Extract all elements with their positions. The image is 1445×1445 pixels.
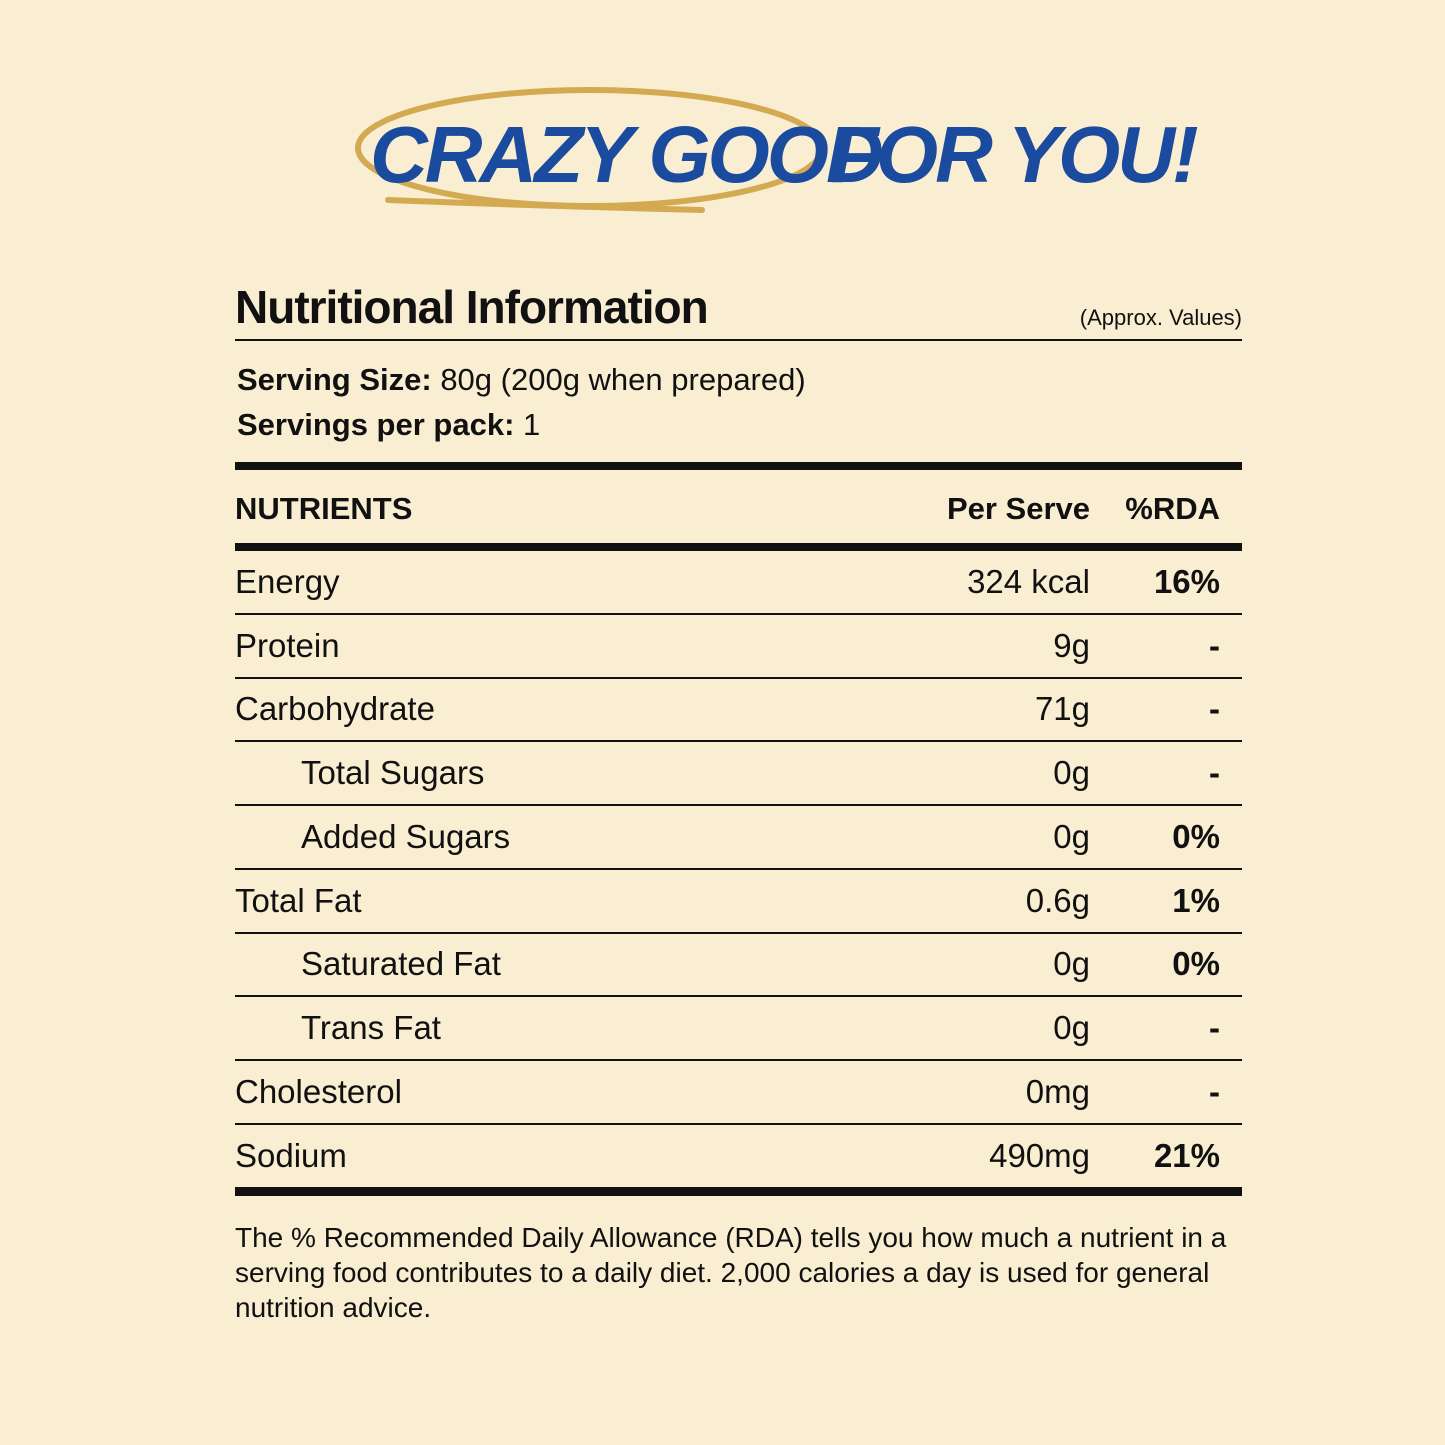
serving-size-label: Serving Size: bbox=[237, 362, 432, 397]
nutrient-name: Sodium bbox=[235, 1137, 347, 1175]
table-row: Protein 9g - bbox=[235, 615, 1242, 679]
nutrient-name: Added Sugars bbox=[301, 817, 511, 855]
headline: CRAZY GOOD FOR YOU! bbox=[355, 87, 1201, 213]
servings: Servings per pack: 1 bbox=[237, 407, 540, 443]
nutrient-name: Protein bbox=[235, 626, 340, 664]
per-serve: 0g bbox=[1053, 945, 1090, 983]
nutrient-name: Energy bbox=[235, 563, 340, 600]
serving-size-value: 80g (200g when prepared) bbox=[440, 362, 806, 397]
thick-divider bbox=[235, 462, 1242, 470]
footnote: The % Recommended Daily Allowance (RDA) … bbox=[235, 1222, 1227, 1323]
headline-highlight: CRAZY GOOD bbox=[370, 110, 882, 199]
per-serve: 0g bbox=[1053, 1008, 1090, 1046]
rda: 0% bbox=[1172, 817, 1220, 855]
table-row: Energy 324 kcal 16% bbox=[235, 551, 1242, 615]
label-note: (Approx. Values) bbox=[1079, 305, 1242, 330]
column-header: NUTRIENTS bbox=[235, 490, 413, 526]
nutrient-name: Trans Fat bbox=[301, 1008, 441, 1046]
rda: 16% bbox=[1153, 563, 1220, 600]
servings-label: Servings per pack: bbox=[237, 407, 515, 442]
table-header: NUTRIENTS Per Serve %RDA bbox=[235, 470, 1242, 547]
rda: 21% bbox=[1153, 1137, 1220, 1175]
rda: 0% bbox=[1172, 945, 1220, 983]
per-serve: 9g bbox=[1053, 626, 1090, 664]
nutrient-name: Carbohydrate bbox=[235, 690, 435, 728]
per-serve: 490mg bbox=[989, 1137, 1090, 1175]
per-serve: 0.6g bbox=[1025, 881, 1090, 919]
table-row: Saturated Fat 0g 0% bbox=[235, 933, 1242, 998]
table-row: Total Fat 0.6g 1% bbox=[235, 870, 1242, 934]
servings-value: 1 bbox=[523, 407, 541, 442]
serving-size: Serving Size: 80g (200g when prepared) bbox=[237, 362, 806, 398]
rda: - bbox=[1209, 1008, 1220, 1046]
table-row: Cholesterol 0mg - bbox=[235, 1061, 1242, 1125]
rda: - bbox=[1209, 626, 1220, 664]
nutrient-name: Saturated Fat bbox=[301, 945, 501, 983]
thick-divider bbox=[235, 543, 1242, 551]
table-row: Carbohydrate 71g - bbox=[235, 678, 1242, 743]
nutrient-name: Total Fat bbox=[235, 881, 362, 919]
thick-divider bbox=[235, 1187, 1242, 1196]
table-row: Added Sugars 0g 0% bbox=[235, 806, 1242, 870]
rda: - bbox=[1209, 1072, 1220, 1110]
per-serve: 71g bbox=[1034, 690, 1090, 728]
table-row: Sodium 490mg 21% bbox=[235, 1124, 1242, 1188]
highlight-underline bbox=[385, 197, 705, 213]
per-serve: 0g bbox=[1053, 754, 1090, 792]
divider bbox=[235, 339, 1242, 341]
rda: - bbox=[1209, 754, 1220, 792]
per-serve: 0mg bbox=[1025, 1072, 1090, 1110]
rda: 1% bbox=[1172, 881, 1220, 919]
nutrient-name: Total Sugars bbox=[301, 754, 485, 792]
headline-rest: FOR YOU! bbox=[830, 110, 1198, 199]
per-serve: 324 kcal bbox=[967, 563, 1090, 600]
table-row: Total Sugars 0g - bbox=[235, 742, 1242, 807]
rda: - bbox=[1209, 690, 1220, 728]
column-header: %RDA bbox=[1125, 490, 1220, 526]
column-header: Per Serve bbox=[946, 490, 1090, 526]
nutrient-name: Cholesterol bbox=[235, 1072, 402, 1110]
label-title: Nutritional Information bbox=[235, 281, 709, 333]
table-row: Trans Fat 0g - bbox=[235, 997, 1242, 1061]
per-serve: 0g bbox=[1053, 817, 1090, 855]
